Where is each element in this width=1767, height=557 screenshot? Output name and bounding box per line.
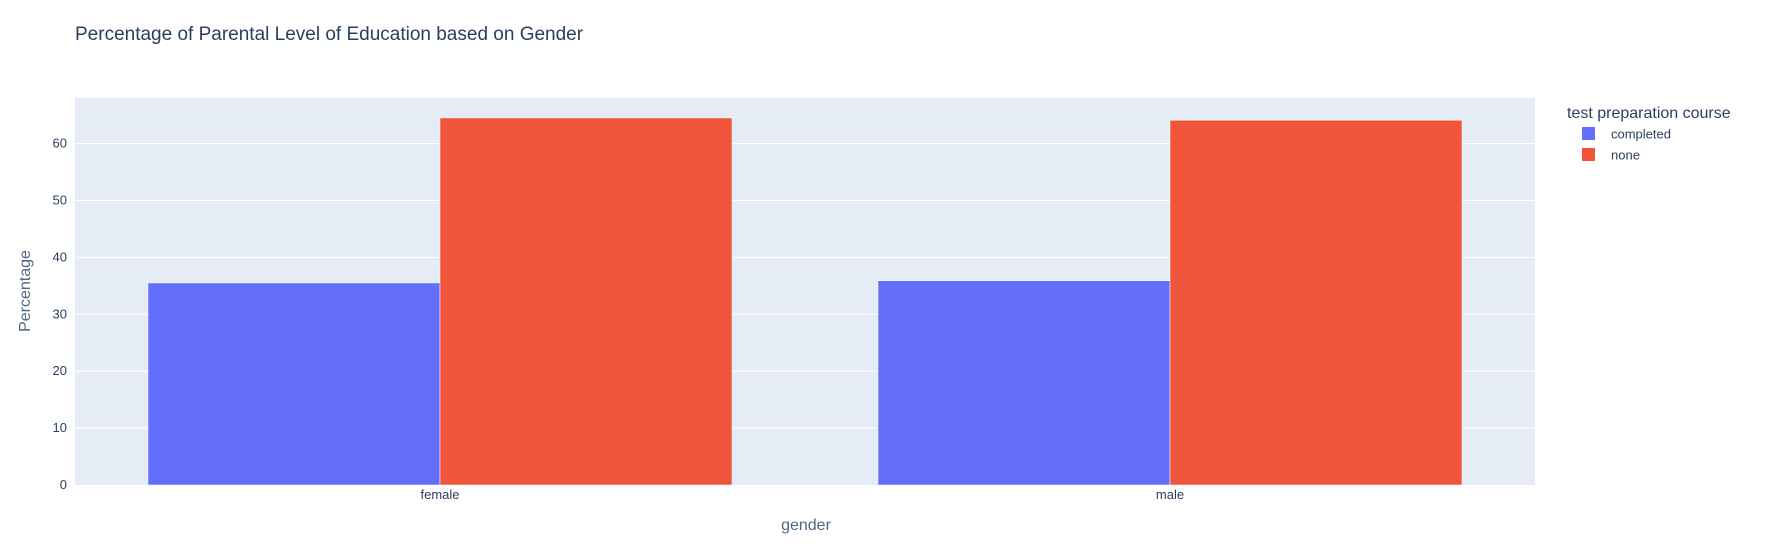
x-tick-label: female: [420, 487, 459, 502]
legend-swatch-none: [1582, 148, 1595, 161]
legend-label-none: none: [1611, 148, 1640, 163]
bar-none-male: [1169, 119, 1463, 486]
y-tick-label: 50: [53, 192, 67, 207]
x-axis-title: gender: [781, 517, 831, 534]
y-tick-label: 60: [53, 136, 67, 151]
legend-title: test preparation course: [1567, 105, 1731, 122]
y-axis-title: Percentage: [17, 250, 34, 332]
x-axis-ticks: female male: [420, 487, 1184, 502]
y-tick-label: 30: [53, 306, 67, 321]
y-axis-ticks: 0 10 20 30 40 50 60: [53, 136, 67, 492]
bars: [147, 117, 1463, 486]
y-tick-label: 40: [53, 249, 67, 264]
y-tick-label: 0: [60, 477, 67, 492]
bar-none-female: [439, 117, 733, 486]
y-tick-label: 10: [53, 420, 67, 435]
legend-swatch-completed: [1582, 127, 1595, 140]
legend-label-completed: completed: [1611, 127, 1671, 142]
legend: test preparation course completed none: [1567, 105, 1731, 163]
x-tick-label: male: [1156, 487, 1184, 502]
y-tick-label: 20: [53, 363, 67, 378]
chart-title: Percentage of Parental Level of Educatio…: [75, 24, 584, 45]
bar-completed-female: [147, 282, 441, 486]
bar-completed-male: [877, 280, 1171, 486]
